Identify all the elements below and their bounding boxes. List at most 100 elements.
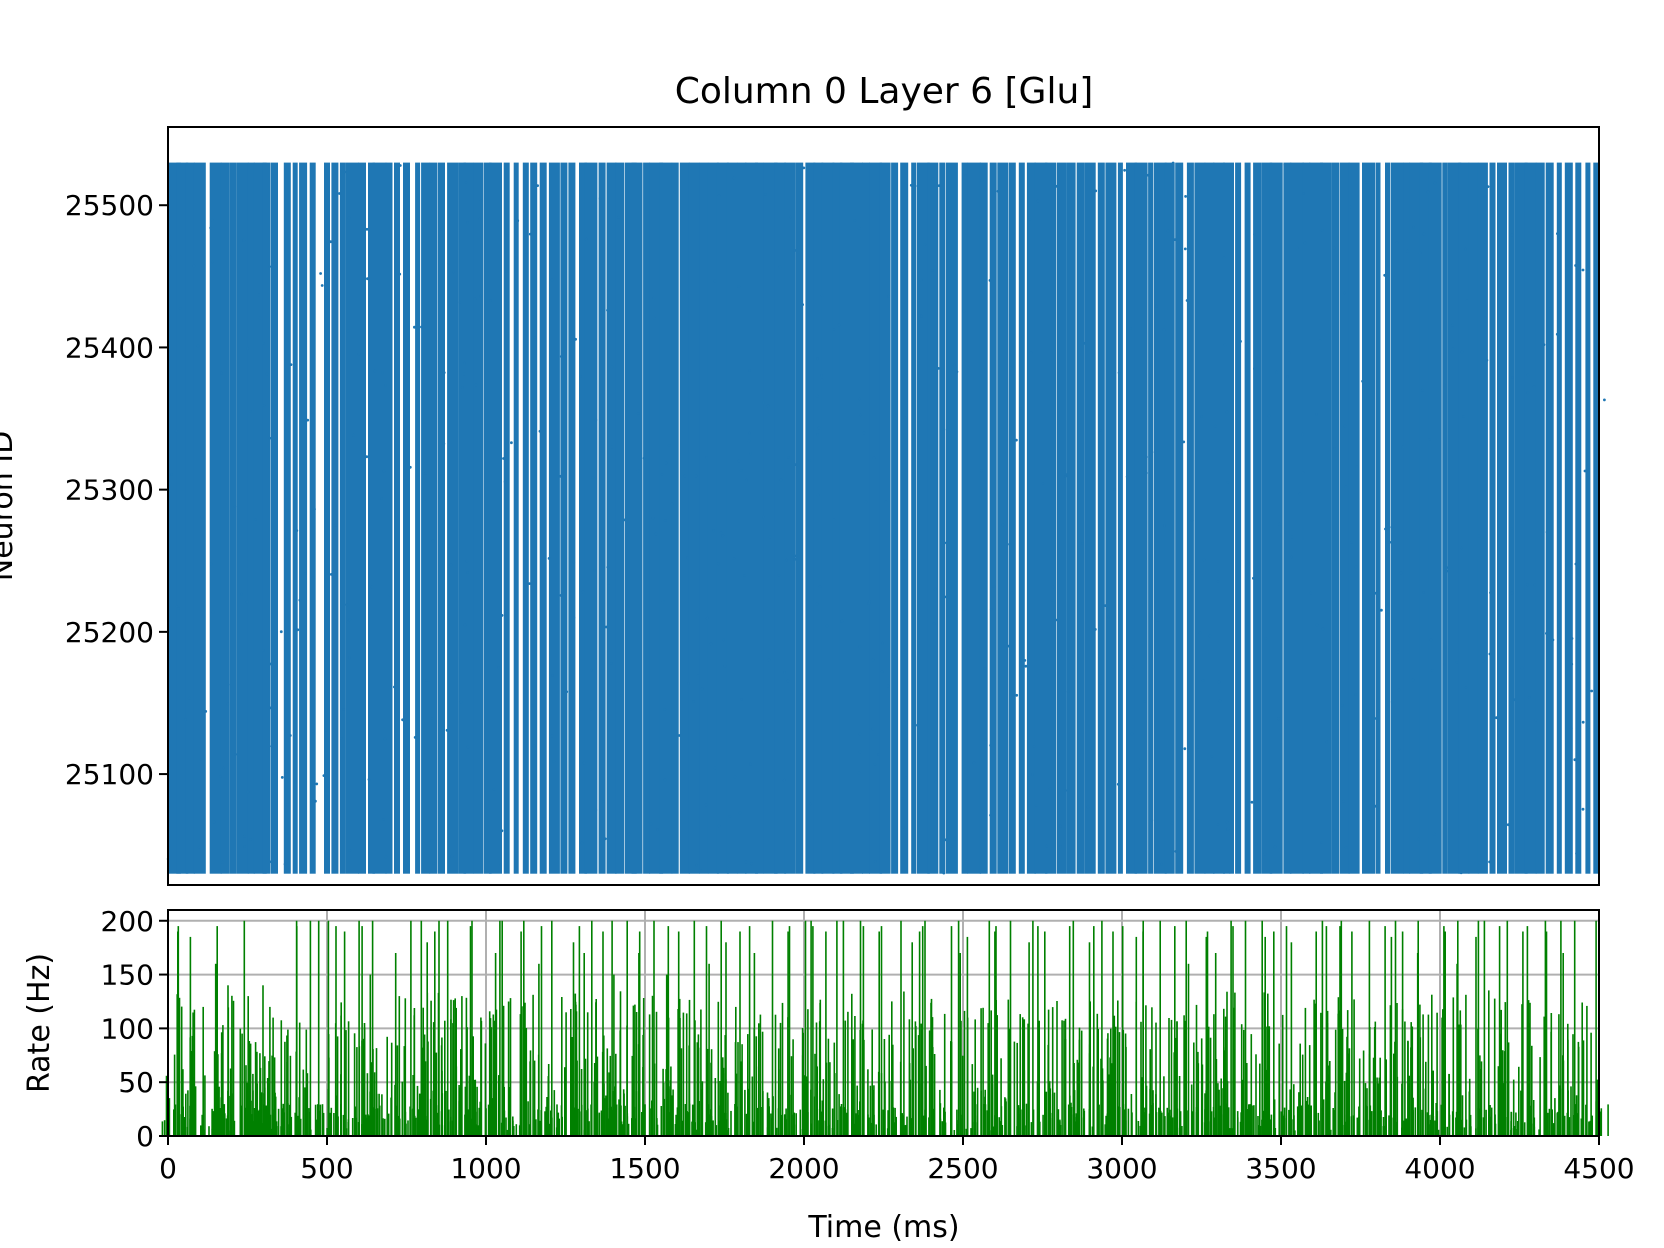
raster-spike-band [784,162,796,874]
rate-bar [609,1106,612,1136]
rate-bar [1167,1112,1170,1136]
rate-bar [965,1128,968,1136]
rate-bar [1299,1043,1301,1136]
raster-spike-dot [298,598,302,602]
rate-bar [322,1112,325,1136]
raster-spike-dot [919,278,923,282]
raster-spike-dot [1445,566,1448,569]
rate-bar [208,1126,210,1136]
raster-spike-dot [687,682,690,685]
raster-spike-band [1585,162,1591,874]
raster-spike-dot [933,587,937,591]
rate-bar [1531,1045,1533,1136]
raster-spike-dot [1011,232,1015,236]
raster-spike-dot [430,180,433,183]
raster-spike-dot [1526,391,1530,395]
rate-bar [760,1107,762,1136]
rate-bar [1098,1104,1100,1136]
raster-spike-dot [1010,591,1014,595]
raster-spike-dot [1099,244,1103,248]
rate-bar [1263,992,1265,1136]
rate-bar [227,985,229,1136]
rate-bar [580,1069,583,1136]
rate-bar [688,1103,691,1136]
raster-spike-band [1508,162,1515,874]
rate-bar [1443,926,1445,1136]
raster-spike-dot [413,325,416,329]
raster-spike-dot [462,372,466,376]
rate-bar [1274,1128,1277,1136]
rate-bar [247,996,249,1136]
rate-bar [1241,1107,1243,1136]
raster-spike-band [606,162,617,874]
raster-spike-band [1283,162,1292,874]
raster-spike-band [368,162,375,874]
rate-bar [363,1027,366,1136]
raster-spike-band [939,162,946,874]
rate-bar [892,1107,895,1136]
rate-bar [1239,1121,1242,1136]
rate-bar [435,1052,438,1136]
rate-bar [1595,920,1597,1136]
rate-bar [163,1120,166,1136]
rate-bar [434,931,436,1136]
rate-bar [941,1121,944,1136]
rate-bar [1265,1026,1267,1136]
raster-spike-dot [858,750,862,754]
rate-bar [631,1055,634,1136]
rate-bar [295,1051,297,1136]
rate-bar [476,1086,478,1136]
raster-spike-band [1056,162,1067,874]
rate-bar [1458,1024,1460,1136]
rate-x-tick-label: 1500 [609,1152,680,1185]
raster-spike-dot [408,465,412,469]
raster-spike-dot [258,316,262,320]
rate-bar [1077,1062,1080,1136]
rate-bar [1377,1117,1380,1136]
raster-spike-dot [516,219,520,223]
rate-bar [1195,1004,1198,1136]
raster-spike-dot [393,685,396,689]
raster-spike-dot [1495,716,1498,720]
raster-spike-dot [1237,671,1241,675]
rate-bar [1104,1124,1106,1136]
rate-bar [1296,1106,1299,1136]
raster-spike-dot [1341,704,1344,707]
raster-spike-dot [398,272,402,276]
rate-bar [1049,1088,1052,1136]
raster-spike-dot [1239,340,1242,343]
rate-bar [1081,1117,1083,1136]
rate-bar [1488,990,1490,1136]
rate-bar [1404,1021,1406,1136]
rate-y-tick-label: 50 [118,1066,154,1099]
raster-spike-band [1045,162,1056,874]
rate-bar [262,985,264,1136]
raster-spike-dot [1190,571,1194,575]
raster-spike-band [1545,162,1554,874]
raster-spike-band [236,162,249,874]
raster-spike-band [1269,162,1283,874]
rate-bar [386,1036,388,1136]
raster-spike-dot [542,814,545,818]
raster-spike-band [447,162,459,874]
rate-bar [1112,1128,1114,1136]
rate-bar [305,1125,308,1136]
raster-spike-dot [445,728,449,732]
raster-spike-dot [460,386,464,389]
raster-spike-dot [740,698,743,701]
rate-bar [736,1128,739,1136]
raster-spike-dot [1229,604,1233,607]
rate-bar [1306,1125,1309,1136]
rate-bar [550,1110,552,1136]
rate-bar [1184,1021,1186,1136]
rate-bar [719,1081,721,1136]
raster-spike-dot [348,849,352,852]
raster-spike-dot [1094,189,1098,193]
rate-bar [833,1130,835,1136]
rate-bar [471,920,473,1136]
rate-bar [653,920,655,1136]
rate-bar [584,1058,587,1136]
rate-bar [1348,1048,1351,1136]
raster-spike-band [1331,162,1340,874]
raster-spike-dot [1110,555,1114,559]
